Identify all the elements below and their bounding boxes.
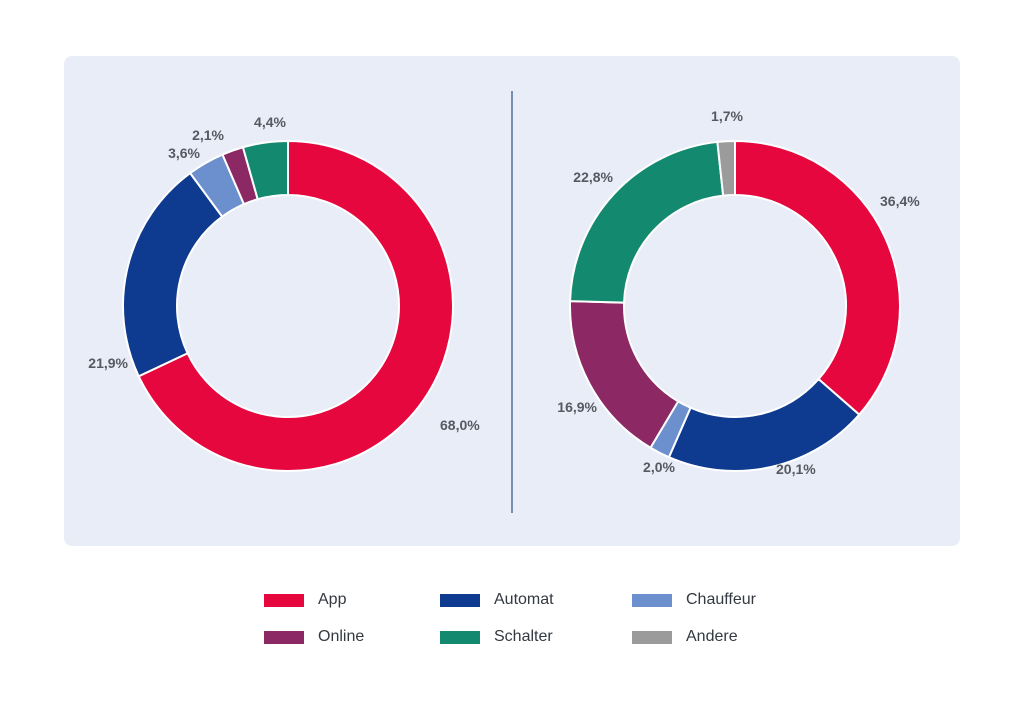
legend-item-online: Online [264, 627, 364, 647]
legend-label-andere: Andere [686, 628, 738, 645]
legend-label-schalter: Schalter [494, 628, 553, 645]
legend-swatch-online [264, 630, 304, 644]
legend-label-chauffeur: Chauffeur [686, 591, 756, 608]
legend-swatch-schalter [440, 630, 480, 644]
legend-item-app: App [264, 590, 346, 610]
donut-charts: 68,0% 21,9% 3,6% 2,1% 4,4% 36,4% 20,1% 2,0% 16,9… [88, 91, 920, 513]
donut-2-slice-app [734, 139, 901, 417]
donut-1-label-online: 2,1% [192, 127, 224, 143]
donut-1-label-schalter: 4,4% [254, 114, 286, 130]
donut-2-slice-automat [667, 377, 861, 472]
donut-2-label-schalter: 22,8% [573, 169, 613, 185]
donut-2-slice-online [569, 300, 680, 450]
donut-2-label-chauffeur: 2,0% [643, 459, 675, 475]
legend-label-online: Online [318, 628, 365, 645]
legend-swatch-app [264, 593, 304, 607]
chart-panel: 68,0% 21,9% 3,6% 2,1% 4,4% 36,4% 20,1% 2,0% 16,9… [64, 56, 960, 546]
donut-1-slice-schalter [241, 139, 289, 201]
legend-item-schalter: Schalter [440, 627, 553, 647]
donut-2-slice-andere [716, 139, 736, 197]
legend-swatch-automat [440, 593, 480, 607]
legend: App Automat Chauffeur Online Schalter An… [264, 586, 824, 656]
legend-label-automat: Automat [494, 591, 554, 608]
donut-2-label-andere: 1,7% [711, 108, 743, 124]
legend-label-app: App [318, 591, 347, 608]
legend-swatch-chauffeur [632, 593, 672, 607]
donut-2-label-app: 36,4% [880, 193, 920, 209]
donut-1-slice-app [137, 139, 454, 472]
donut-1-label-chauffeur: 3,6% [168, 145, 200, 161]
legend-item-chauffeur: Chauffeur [632, 590, 756, 610]
legend-item-automat: Automat [440, 590, 554, 610]
legend-item-andere: Andere [632, 627, 738, 647]
donut-1-label-app: 68,0% [440, 417, 480, 433]
donut-2-label-automat: 20,1% [776, 461, 816, 477]
legend-swatch-andere [632, 630, 672, 644]
donut-1-slice-automat [122, 171, 224, 378]
donut-2-label-online: 16,9% [557, 399, 597, 415]
donut-1-label-automat: 21,9% [88, 355, 128, 371]
donut-2-slice-schalter [569, 140, 725, 304]
